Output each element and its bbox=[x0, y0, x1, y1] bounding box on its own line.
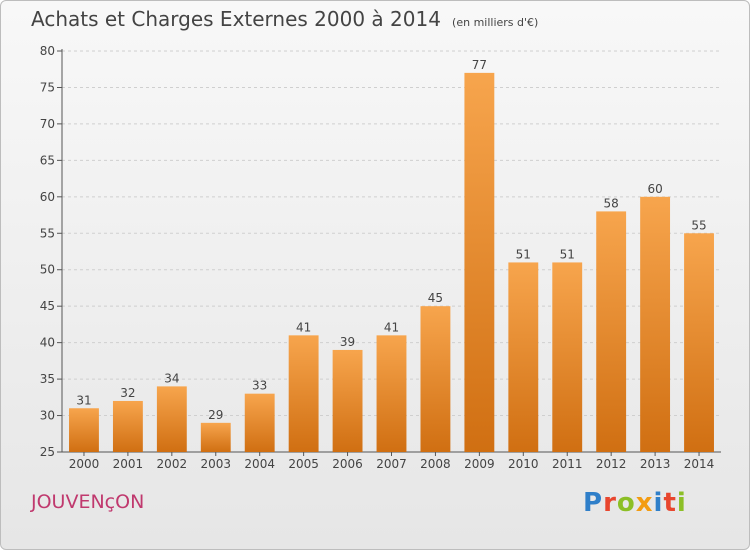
data-label: 34 bbox=[164, 371, 179, 385]
bar-2003 bbox=[200, 422, 231, 452]
y-tick-label: 30 bbox=[40, 409, 55, 423]
x-tick-label: 2011 bbox=[552, 457, 583, 471]
bar-2014 bbox=[684, 233, 714, 452]
bar-chart: 25 30 35 40 45 50 55 60 65 70 75 80 31 2000 32 2001 34 20… bbox=[40, 44, 721, 471]
x-tick-label: 2013 bbox=[640, 457, 671, 471]
x-tick-label: 2008 bbox=[420, 457, 451, 471]
data-label: 31 bbox=[76, 393, 91, 407]
bar-2012 bbox=[596, 211, 627, 452]
logo-letter: i bbox=[676, 488, 687, 518]
x-tick-label: 2000 bbox=[69, 457, 100, 471]
data-label: 58 bbox=[604, 196, 619, 210]
y-tick-label: 25 bbox=[40, 445, 55, 459]
y-tick-label: 80 bbox=[40, 44, 55, 58]
x-tick-label: 2002 bbox=[157, 457, 188, 471]
bar-2002 bbox=[156, 386, 187, 452]
data-label: 33 bbox=[252, 379, 267, 393]
data-label: 77 bbox=[472, 58, 487, 72]
x-tick-label: 2006 bbox=[332, 457, 363, 471]
bar-2013 bbox=[640, 196, 671, 452]
data-label: 45 bbox=[428, 291, 443, 305]
place-name: JOUVENçON bbox=[31, 491, 145, 513]
bar-2006 bbox=[332, 349, 363, 452]
data-label: 51 bbox=[516, 247, 531, 261]
data-label: 39 bbox=[340, 335, 355, 349]
bar-2004 bbox=[244, 393, 275, 452]
title-row: Achats et Charges Externes 2000 à 2014 (… bbox=[31, 7, 538, 31]
bar-2001 bbox=[112, 400, 143, 452]
logo-letter: r bbox=[603, 488, 617, 518]
logo-letter: o bbox=[616, 488, 636, 518]
bar-2011 bbox=[552, 262, 583, 452]
bar-2007 bbox=[376, 335, 407, 452]
y-tick-label: 35 bbox=[40, 372, 55, 386]
x-tick-label: 2003 bbox=[200, 457, 231, 471]
bar-2008 bbox=[420, 306, 451, 452]
data-label: 41 bbox=[384, 320, 399, 334]
bar-2009 bbox=[464, 72, 495, 452]
data-label: 29 bbox=[208, 408, 223, 422]
logo-letter: x bbox=[635, 488, 654, 518]
data-label: 32 bbox=[120, 386, 135, 400]
logo-letter: i bbox=[653, 488, 664, 518]
data-label: 41 bbox=[296, 320, 311, 334]
bar-2010 bbox=[508, 262, 539, 452]
x-tick-label: 2001 bbox=[113, 457, 144, 471]
data-label: 60 bbox=[647, 182, 662, 196]
x-tick-label: 2004 bbox=[244, 457, 275, 471]
x-tick-label: 2010 bbox=[508, 457, 539, 471]
x-tick-label: 2005 bbox=[288, 457, 319, 471]
proxiti-logo: Proxiti bbox=[583, 488, 687, 518]
x-tick-label: 2007 bbox=[376, 457, 407, 471]
y-tick-label: 55 bbox=[40, 226, 55, 240]
x-tick-label: 2014 bbox=[684, 457, 715, 471]
chart-subtitle: (en milliers d'€) bbox=[452, 16, 539, 29]
x-tick-label: 2012 bbox=[596, 457, 627, 471]
bar-2005 bbox=[288, 335, 319, 452]
y-tick-label: 75 bbox=[40, 80, 55, 94]
bar-2000 bbox=[69, 408, 99, 452]
y-tick-label: 45 bbox=[40, 299, 55, 313]
logo-letter: t bbox=[663, 488, 677, 518]
chart-title: Achats et Charges Externes 2000 à 2014 bbox=[31, 7, 441, 31]
y-tick-label: 65 bbox=[40, 153, 55, 167]
data-label: 55 bbox=[691, 218, 706, 232]
data-label: 51 bbox=[560, 247, 575, 261]
y-tick-label: 50 bbox=[40, 263, 55, 277]
x-tick-label: 2009 bbox=[464, 457, 495, 471]
y-tick-label: 70 bbox=[40, 117, 55, 131]
y-tick-label: 60 bbox=[40, 190, 55, 204]
logo-letter: P bbox=[583, 488, 604, 518]
y-tick-label: 40 bbox=[40, 336, 55, 350]
